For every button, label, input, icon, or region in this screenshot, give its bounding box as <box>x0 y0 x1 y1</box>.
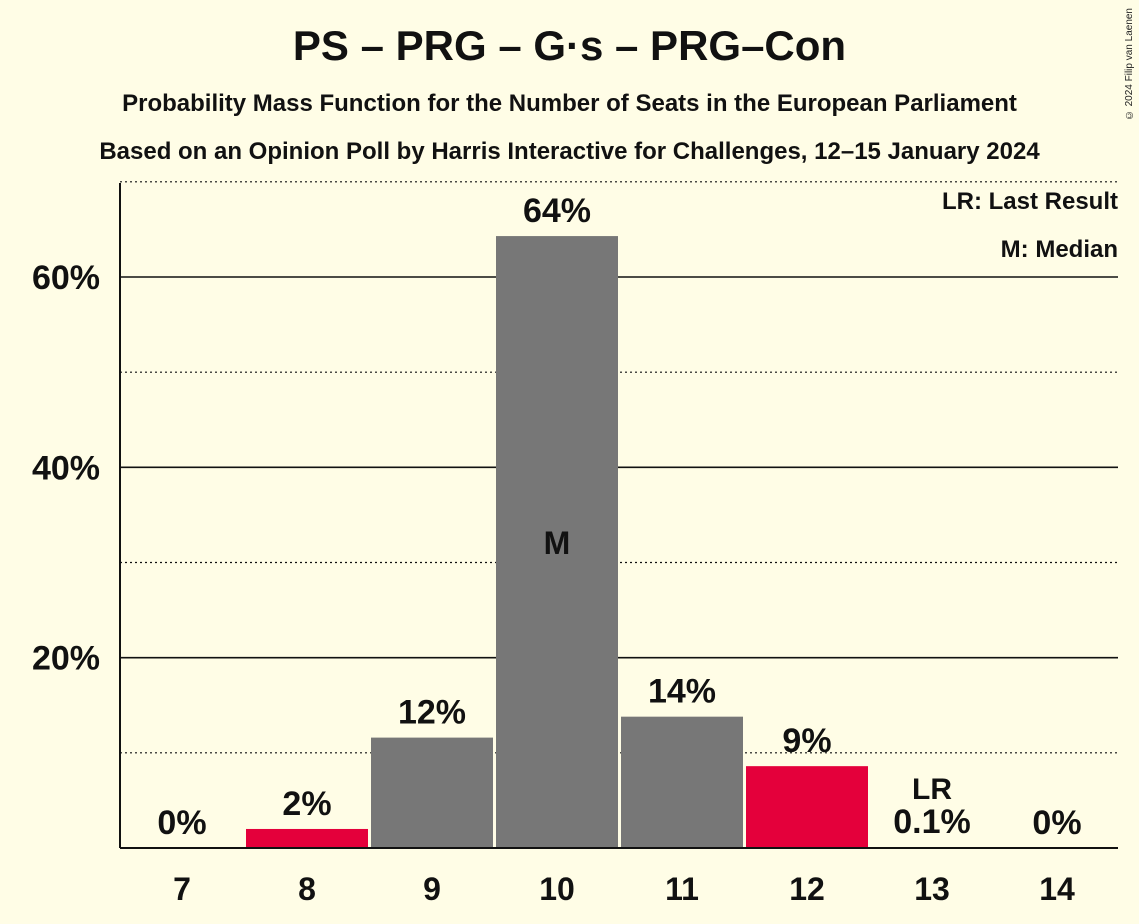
data-label-9: 12% <box>398 694 466 732</box>
x-tick-label-7: 7 <box>173 871 191 907</box>
bar-9 <box>371 737 493 848</box>
y-tick-label: 20% <box>32 640 100 678</box>
data-label-14: 0% <box>1032 804 1081 842</box>
data-label-11: 14% <box>648 673 716 711</box>
last-result-marker: LR <box>912 773 952 806</box>
data-label-7: 0% <box>157 804 206 842</box>
bars <box>246 236 993 848</box>
median-marker: M <box>544 525 571 561</box>
x-tick-label-10: 10 <box>539 871 575 907</box>
grid-lines <box>120 181 1118 754</box>
bar-8 <box>246 828 368 848</box>
x-tick-label-13: 13 <box>914 871 950 907</box>
bar-10 <box>496 236 618 848</box>
data-label-8: 2% <box>282 785 331 823</box>
legend-last-result: LR: Last Result <box>942 188 1118 215</box>
x-tick-label-12: 12 <box>789 871 825 907</box>
chart-source: Based on an Opinion Poll by Harris Inter… <box>99 138 1040 165</box>
y-tick-label: 60% <box>32 259 100 297</box>
x-tick-label-8: 8 <box>298 871 316 907</box>
data-label-13: 0.1% <box>893 803 971 841</box>
data-label-10: 64% <box>523 192 591 230</box>
data-label-12: 9% <box>782 722 831 760</box>
chart-title: PS – PRG – G·s – PRG–Con <box>292 22 847 69</box>
labels: 0% 7 2% 8 12% 9 64% 10 M 14% 11 9% 12 0.1% 13 LR 0% 14 20%… <box>32 192 1082 907</box>
x-tick-label-9: 9 <box>423 871 441 907</box>
x-tick-label-14: 14 <box>1039 871 1075 907</box>
y-tick-label: 40% <box>32 449 100 487</box>
x-tick-label-11: 11 <box>665 871 699 907</box>
legend-median: M: Median <box>1001 236 1118 263</box>
bar-12 <box>746 766 868 848</box>
bar-11 <box>621 716 743 848</box>
chart-subtitle: Probability Mass Function for the Number… <box>122 90 1017 117</box>
